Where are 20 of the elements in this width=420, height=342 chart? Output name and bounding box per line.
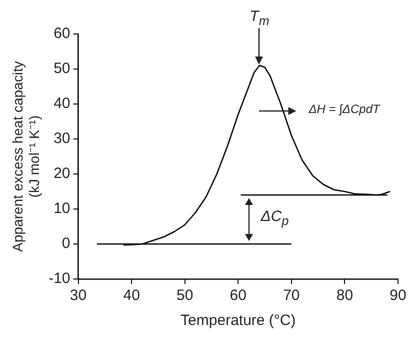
- y-axis-title: Apparent excess heat capacity (kJ mol⁻¹ K⁻¹): [9, 61, 42, 252]
- x-tick-label: 60: [230, 287, 246, 304]
- y-tick-label: 0: [62, 235, 70, 252]
- x-tick-label: 40: [123, 287, 140, 304]
- y-tick-label: 50: [54, 60, 70, 78]
- x-tick-label: 80: [336, 287, 354, 304]
- y-tick-label: -10: [48, 270, 70, 288]
- y-tick-label: 60: [54, 25, 70, 42]
- y-tick-label: 30: [54, 130, 70, 148]
- annotation: T$_{m}$: [248, 8, 270, 28]
- x-tick-label: 30: [70, 287, 87, 304]
- x-tick-label: 70: [283, 287, 300, 304]
- annotation: ΔC$_{p}$: [260, 208, 289, 228]
- annotation: ΔH = ∫ΔCpdT: [308, 102, 380, 116]
- y-tick-label: 10: [54, 200, 70, 218]
- x-tick-label: 90: [390, 287, 406, 304]
- x-tick-label: 50: [176, 287, 194, 304]
- y-tick-label: 40: [54, 95, 70, 112]
- y-tick-label: 20: [54, 165, 70, 182]
- x-axis-title: Temperature (°C): [180, 312, 296, 330]
